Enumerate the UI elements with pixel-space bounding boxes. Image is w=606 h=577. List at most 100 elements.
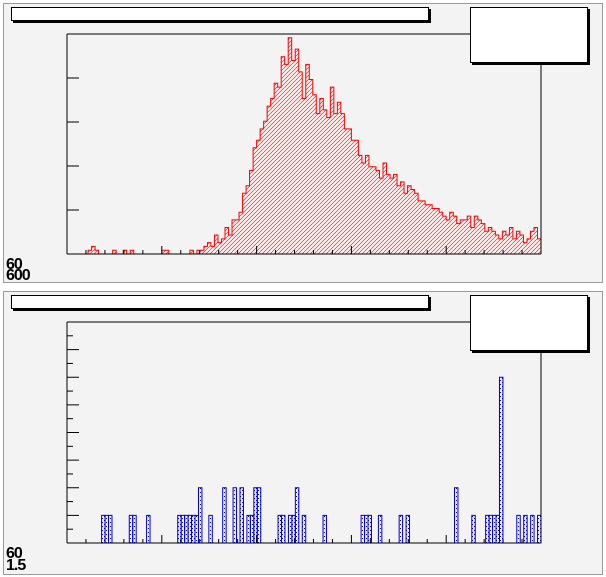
- histogram-bar: [312, 94, 317, 254]
- histogram-bar: [222, 487, 227, 544]
- histogram-bar: [246, 185, 250, 254]
- histogram-bar: [187, 514, 193, 544]
- histogram-bar: [471, 514, 476, 544]
- histogram-bar: [95, 250, 99, 254]
- histogram-bar: [88, 250, 92, 254]
- histogram-bar: [112, 250, 117, 254]
- corner-label-top-1: 60: [6, 256, 23, 273]
- corner-label-top-2: 600: [6, 267, 31, 284]
- histogram-outline: [67, 37, 542, 255]
- histogram-bar: [288, 37, 292, 254]
- histogram-bar: [463, 219, 468, 254]
- histogram-bar: [442, 216, 447, 254]
- histogram-bar: [197, 487, 203, 544]
- histogram-bar: [364, 514, 369, 544]
- histogram-bar: [432, 208, 436, 254]
- histogram-bar: [189, 250, 194, 254]
- histogram-bar: [256, 487, 262, 544]
- histogram-bar: [319, 98, 324, 254]
- histogram-bar: [232, 487, 238, 544]
- title-box-top[interactable]: [11, 7, 429, 21]
- histogram-bar: [225, 227, 229, 254]
- histogram-bar: [108, 514, 113, 544]
- histogram-bar: [467, 216, 471, 254]
- histogram-bar: [284, 64, 289, 255]
- histogram-bars-1: [101, 376, 542, 544]
- histogram-bar: [305, 64, 310, 255]
- histogram-bar: [177, 514, 182, 544]
- histogram-bars-0: [88, 37, 541, 255]
- histogram-bar: [421, 200, 426, 254]
- histogram-bar: [104, 514, 110, 544]
- histogram-bar: [470, 227, 475, 254]
- histogram-bar: [488, 227, 492, 254]
- histogram-bar: [358, 155, 362, 254]
- corner-label-bottom-1: 60: [6, 545, 23, 562]
- histogram-bar: [316, 113, 320, 254]
- histogram-bar: [291, 60, 296, 254]
- histogram-bar: [210, 246, 215, 254]
- histogram-bar: [253, 147, 257, 254]
- histogram-bar: [505, 235, 510, 254]
- histogram-bar: [267, 106, 271, 254]
- histogram-bar: [277, 87, 282, 254]
- histogram-bar: [537, 514, 542, 544]
- histogram-bar: [456, 223, 461, 254]
- histogram-bar: [523, 514, 528, 544]
- histogram-bar: [249, 170, 254, 254]
- histogram-bar: [200, 250, 204, 254]
- histogram-bar: [263, 121, 268, 254]
- histogram-bar: [281, 56, 285, 254]
- histogram-bar: [509, 227, 513, 254]
- stats-box-top[interactable]: [470, 7, 588, 63]
- histogram-bar: [491, 231, 496, 254]
- histogram-bar: [333, 113, 338, 254]
- histogram-bar: [294, 487, 300, 544]
- histogram-bar: [344, 128, 348, 254]
- histogram-bar: [191, 514, 196, 544]
- histogram-bar: [390, 178, 394, 254]
- histogram-pad-bottom[interactable]: 60 1.5: [3, 291, 603, 575]
- histogram-bar: [287, 514, 293, 544]
- histogram-bar: [383, 162, 387, 254]
- histogram-bar: [323, 109, 327, 255]
- histogram-bar: [530, 514, 535, 544]
- histogram-bar: [495, 514, 500, 544]
- histogram-bar: [291, 514, 296, 544]
- histogram-bar: [537, 238, 541, 254]
- histogram-bar: [372, 166, 376, 254]
- histogram-bar: [132, 514, 137, 544]
- histogram-bar: [454, 487, 459, 544]
- histogram-bar: [485, 514, 490, 544]
- histogram-bar: [407, 185, 412, 254]
- histogram-bar: [270, 98, 275, 254]
- stats-box-bottom[interactable]: [470, 295, 588, 351]
- histogram-pad-top[interactable]: 60 600: [3, 3, 603, 284]
- histogram-bar: [354, 140, 359, 254]
- histogram-bar: [101, 514, 106, 544]
- histogram-bar: [351, 140, 355, 254]
- histogram-bar: [337, 102, 341, 254]
- histogram-bar: [512, 238, 517, 254]
- histogram-bar: [439, 212, 443, 254]
- histogram-bar: [302, 98, 306, 254]
- histogram-bar: [128, 514, 134, 544]
- histogram-bar: [253, 487, 258, 544]
- histogram-bar: [130, 250, 134, 254]
- histogram-bar: [379, 178, 383, 254]
- histogram-bar: [428, 204, 433, 254]
- histogram-bar: [256, 140, 261, 254]
- histogram-bar: [365, 155, 369, 254]
- histogram-bar: [418, 200, 422, 254]
- histogram-bar: [274, 83, 278, 254]
- histogram-bar: [449, 212, 454, 254]
- histogram-bar: [398, 514, 404, 544]
- title-box-bottom[interactable]: [11, 295, 429, 309]
- histogram-bar: [425, 204, 429, 254]
- histogram-bar: [498, 238, 503, 254]
- histogram-bar: [460, 219, 464, 254]
- histogram-bar: [411, 189, 415, 254]
- histogram-bar: [196, 250, 201, 254]
- histogram-bar: [123, 250, 127, 254]
- histogram-bar: [414, 193, 419, 254]
